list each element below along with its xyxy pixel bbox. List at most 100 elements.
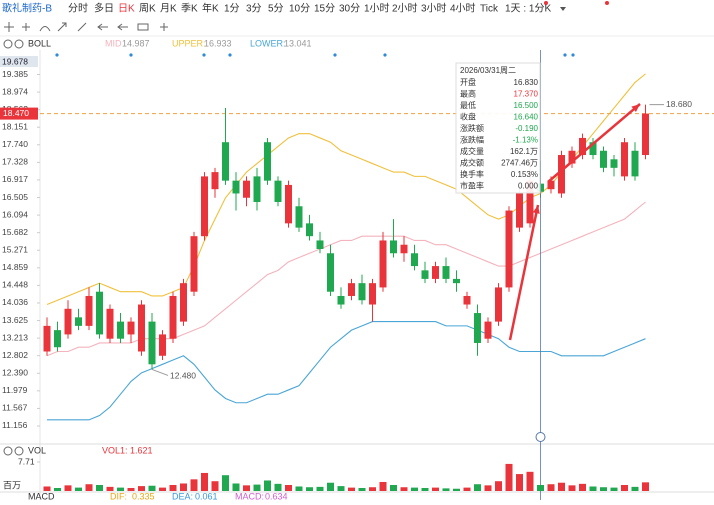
y-tick-label: 14.859 (2, 262, 28, 272)
event-dot[interactable] (55, 53, 59, 57)
dif-value: 0.335 (132, 491, 155, 500)
volume-bar (43, 486, 51, 491)
event-dot[interactable] (228, 53, 232, 57)
close-icon[interactable] (14, 446, 24, 456)
candle-body (159, 334, 166, 356)
period-tab[interactable]: 分时 (68, 3, 88, 15)
period-tab[interactable]: 1分 (224, 3, 240, 15)
drawn-arrow (508, 204, 540, 341)
period-tab[interactable]: 2小时 (392, 3, 418, 15)
candle-body (222, 142, 229, 181)
period-tab[interactable]: 30分 (339, 3, 360, 15)
boll-lower-value: 13.041 (284, 38, 312, 48)
volume-bar (222, 475, 229, 491)
tooltip-label: 成交额 (460, 158, 484, 168)
period-tab[interactable]: 10分 (289, 3, 310, 15)
period-tab[interactable]: 5分 (268, 3, 284, 15)
volume-bar (316, 486, 324, 491)
period-tab[interactable]: 1小时 (364, 3, 390, 15)
arrow-icon (57, 22, 67, 32)
volume-bar (579, 483, 586, 491)
y-tick-label: 16.094 (2, 209, 28, 219)
volume-bar (379, 481, 387, 491)
boll-upper (46, 73, 646, 306)
period-tab[interactable]: 年K (202, 2, 219, 15)
volume-bar (589, 486, 597, 491)
y-tick-label: 15.271 (2, 244, 28, 254)
arrow-head (631, 104, 640, 113)
volume-bar (568, 485, 576, 491)
period-tab[interactable]: 15分 (314, 3, 335, 15)
candle-body (327, 253, 334, 292)
volume-bar (54, 487, 61, 491)
tooltip-value: 0.000 (518, 182, 539, 191)
candle-body (558, 155, 565, 194)
event-dot[interactable] (571, 53, 575, 57)
period-tab[interactable]: 周K (139, 3, 156, 15)
vol-ma-name: VOL1: (102, 445, 128, 455)
close-icon[interactable] (14, 39, 24, 49)
volume-bar (474, 484, 481, 491)
candle-body (138, 304, 145, 352)
volume-bar (642, 482, 649, 491)
vol-unit: 百万 (3, 480, 21, 490)
candle-body (285, 184, 292, 224)
boll-mid (46, 201, 646, 357)
eye-icon[interactable] (3, 446, 13, 456)
period-tab[interactable]: 4小时 (450, 3, 476, 15)
candle-body (621, 142, 628, 177)
volume-bar (516, 474, 523, 491)
event-dot[interactable] (383, 53, 387, 57)
event-dot[interactable] (202, 53, 206, 57)
period-tab[interactable]: 季K (181, 3, 198, 15)
volume-bar (348, 487, 355, 491)
period-tab[interactable]: 3分 (246, 3, 262, 15)
crosshair-handle[interactable] (535, 432, 546, 442)
period-tab[interactable]: Tick (480, 4, 499, 15)
period-tab[interactable]: 日K (118, 4, 135, 15)
boll-lower-name: LOWER: (250, 38, 286, 48)
alert-dot (544, 1, 548, 5)
alert-dot (605, 1, 609, 5)
event-dot[interactable] (333, 53, 337, 57)
event-dot[interactable] (563, 53, 567, 57)
volume-bar (285, 484, 292, 491)
range-select[interactable]: 1天 : 1分K (505, 3, 551, 15)
volume-bar (558, 482, 565, 491)
arrow-head (532, 205, 540, 214)
candle-body (610, 159, 618, 168)
y-top-bg (0, 56, 38, 67)
volume-bar (505, 463, 513, 491)
eye-icon[interactable] (3, 39, 13, 49)
tool-icons (3, 22, 168, 456)
event-dot[interactable] (129, 53, 133, 57)
annotation-leader (151, 368, 169, 376)
volume-bar (159, 487, 166, 491)
arc-icon (39, 26, 51, 32)
y-tick-label: 18.151 (2, 121, 28, 131)
candle-body (264, 142, 271, 181)
candle-body (232, 180, 240, 194)
tooltip-label: 换手率 (460, 169, 484, 179)
vol-title: VOL (28, 445, 46, 455)
candle-body (442, 266, 450, 279)
candle-body (180, 283, 187, 322)
y-tick-label: 14.448 (2, 280, 28, 290)
y-tick-label: 18.974 (2, 86, 28, 96)
candle-body (117, 321, 124, 339)
period-tab[interactable]: 3小时 (421, 3, 447, 15)
volume-bar (190, 479, 198, 491)
candle-body (316, 240, 324, 249)
volume-bar (610, 487, 618, 491)
dea-name: DEA: (172, 491, 193, 500)
volume-bar (127, 487, 135, 491)
volume-bar (631, 486, 639, 491)
y-tick-label: 17.328 (2, 157, 28, 167)
period-tab[interactable]: 月K (160, 3, 177, 15)
period-tab[interactable]: 多日 (94, 2, 114, 15)
volume-bar (621, 484, 628, 491)
line-icon (77, 22, 87, 32)
candle-body (54, 330, 61, 348)
y-tick-label: 19.385 (2, 69, 28, 79)
